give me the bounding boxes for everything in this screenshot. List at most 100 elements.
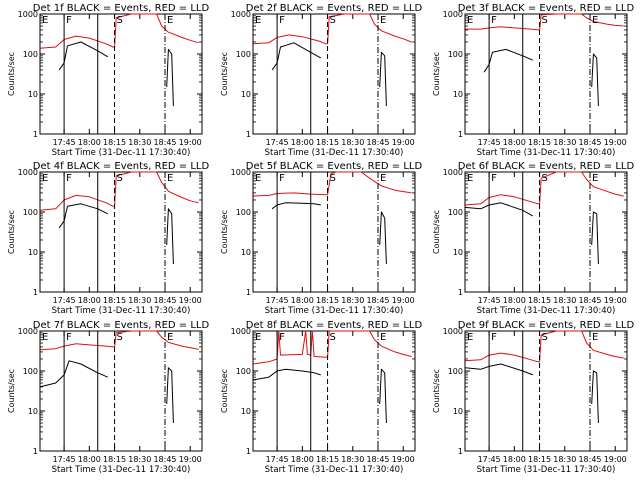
- y-tick-label: 10: [28, 248, 38, 257]
- x-tick-label: 17:45: [53, 138, 76, 147]
- y-tick-label: 1000: [18, 327, 38, 336]
- y-tick-label: 1: [246, 288, 251, 297]
- y-tick-label: 1000: [18, 168, 38, 177]
- panel-title: Det 6f BLACK = Events, RED = LLD: [458, 161, 635, 172]
- y-tick-label: 100: [448, 367, 463, 376]
- panel-det-7: Det 7f BLACK = Events, RED = LLD 1 10 100 10…: [7, 320, 209, 475]
- y-tick-label: 1: [246, 447, 251, 456]
- events-series-0: [483, 48, 533, 73]
- events-series-0: [271, 202, 321, 210]
- panel-det-4: Det 4f BLACK = Events, RED = LLD 1 10 100 10…: [7, 161, 209, 316]
- y-tick-label: 1: [33, 447, 38, 456]
- y-tick-label: 10: [453, 248, 463, 257]
- panel-det-8: Det 8f BLACK = Events, RED = LLD 1 10 100 10…: [220, 320, 422, 475]
- y-tick-label: 100: [23, 208, 38, 217]
- x-tick-label: 19:00: [179, 296, 202, 305]
- y-axis-label: Counts/sec: [220, 369, 229, 413]
- x-tick-label: 18:00: [78, 296, 101, 305]
- y-tick-label: 1000: [443, 327, 463, 336]
- events-series-0: [58, 203, 109, 229]
- marker-label: E: [380, 173, 386, 184]
- y-tick-label: 100: [236, 367, 251, 376]
- marker-label: E: [255, 15, 261, 26]
- lld-series-2: [39, 13, 199, 49]
- x-tick-label: 18:30: [128, 138, 151, 147]
- x-tick-label: 17:45: [53, 296, 76, 305]
- x-tick-label: 18:45: [153, 296, 176, 305]
- y-tick-label: 1: [458, 447, 463, 456]
- events-series-0: [464, 202, 534, 217]
- panel-det-9: Det 9f BLACK = Events, RED = LLD 1 10 100 10…: [432, 320, 634, 475]
- events-series-1: [379, 211, 387, 265]
- x-tick-label: 18:00: [291, 138, 314, 147]
- x-tick-label: 18:30: [341, 138, 364, 147]
- y-axis-label: Counts/sec: [7, 52, 16, 96]
- events-series-0: [252, 368, 321, 381]
- x-tick-label: 18:15: [528, 455, 551, 464]
- marker-label: E: [467, 332, 473, 343]
- x-axis-label: Start Time (31-Dec-11 17:30:40): [52, 148, 191, 158]
- events-series-1: [591, 370, 599, 424]
- lld-series-2: [39, 330, 199, 351]
- x-tick-label: 18:15: [528, 138, 551, 147]
- lld-series-2: [39, 171, 199, 211]
- marker-label: F: [279, 332, 285, 343]
- x-tick-label: 19:00: [392, 455, 415, 464]
- x-tick-label: 18:45: [153, 138, 176, 147]
- marker-label: E: [592, 332, 598, 343]
- y-tick-label: 100: [23, 50, 38, 59]
- panel-title: Det 1f BLACK = Events, RED = LLD: [33, 3, 210, 14]
- x-axis-label: Start Time (31-Dec-11 17:30:40): [52, 306, 191, 316]
- marker-label: F: [491, 332, 497, 343]
- marker-label: S: [330, 15, 336, 26]
- x-tick-label: 19:00: [392, 138, 415, 147]
- marker-label: E: [380, 15, 386, 26]
- lld-series-2: [252, 330, 412, 365]
- x-tick-label: 17:45: [53, 455, 76, 464]
- y-tick-label: 100: [448, 50, 463, 59]
- panel-det-5: Det 5f BLACK = Events, RED = LLD 1 10 100 10…: [220, 161, 422, 316]
- marker-label: S: [330, 332, 336, 343]
- x-tick-label: 18:30: [128, 455, 151, 464]
- events-series-1: [591, 53, 599, 107]
- x-tick-label: 18:45: [578, 138, 601, 147]
- x-tick-label: 17:45: [266, 138, 289, 147]
- x-tick-label: 17:45: [478, 296, 501, 305]
- y-tick-label: 100: [23, 367, 38, 376]
- panel-det-2: Det 2f BLACK = Events, RED = LLD 1 10 100 10…: [220, 3, 422, 158]
- x-tick-label: 18:00: [503, 296, 526, 305]
- x-tick-label: 18:15: [103, 296, 126, 305]
- y-tick-label: 1000: [18, 10, 38, 19]
- x-tick-label: 18:30: [553, 138, 576, 147]
- y-tick-label: 10: [28, 90, 38, 99]
- lld-series-2: [464, 330, 624, 363]
- y-tick-label: 1000: [231, 10, 251, 19]
- marker-label: S: [542, 332, 548, 343]
- y-tick-label: 10: [28, 407, 38, 416]
- marker-label: F: [66, 15, 72, 26]
- marker-label: S: [117, 332, 123, 343]
- marker-label: E: [167, 173, 173, 184]
- x-tick-label: 17:45: [478, 138, 501, 147]
- marker-label: F: [279, 15, 285, 26]
- marker-label: E: [167, 332, 173, 343]
- x-tick-label: 18:45: [366, 296, 389, 305]
- y-tick-label: 10: [241, 90, 251, 99]
- marker-label: F: [279, 173, 285, 184]
- x-tick-label: 18:00: [291, 455, 314, 464]
- x-axis-label: Start Time (31-Dec-11 17:30:40): [52, 465, 191, 475]
- y-tick-label: 10: [453, 407, 463, 416]
- x-tick-label: 18:00: [78, 455, 101, 464]
- marker-label: E: [467, 15, 473, 26]
- y-axis-label: Counts/sec: [220, 210, 229, 254]
- x-tick-label: 18:45: [578, 296, 601, 305]
- panel-title: Det 5f BLACK = Events, RED = LLD: [246, 161, 423, 172]
- x-tick-label: 18:30: [341, 455, 364, 464]
- marker-label: S: [117, 173, 123, 184]
- marker-label: E: [42, 332, 48, 343]
- x-tick-label: 17:45: [266, 296, 289, 305]
- lld-series-2: [464, 171, 624, 206]
- x-tick-label: 17:45: [266, 455, 289, 464]
- y-axis-label: Counts/sec: [7, 210, 16, 254]
